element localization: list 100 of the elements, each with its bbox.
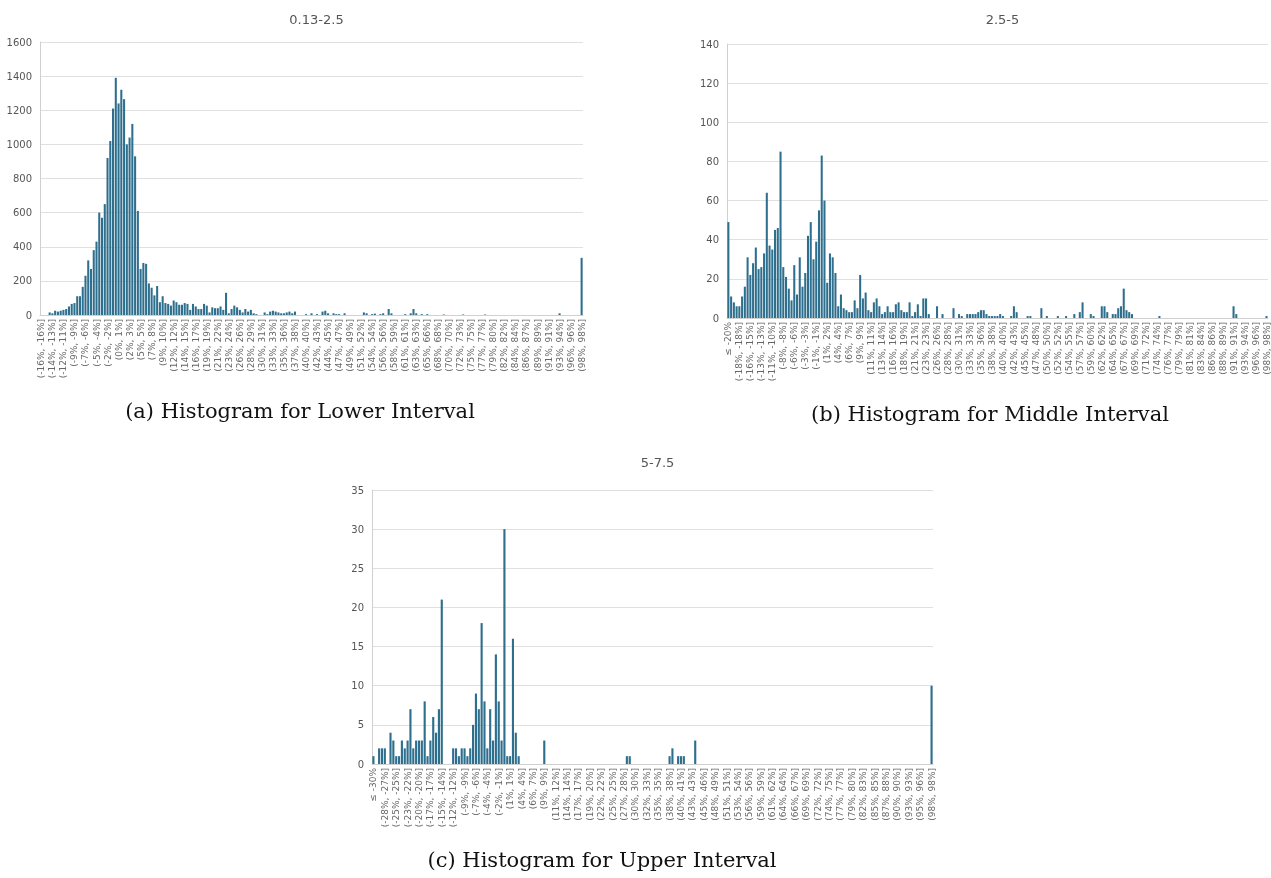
x-tick-label: (72%, 72%] [812,768,823,821]
x-tick-label: (90%, 90%] [892,768,903,821]
x-tick-label: (53%, 54%] [732,768,743,821]
bar [440,599,443,764]
bar [197,309,200,315]
bar [1103,306,1106,318]
bar [219,306,222,315]
bar [886,306,889,318]
bar [897,302,900,318]
x-tick-label: (88%, 89%] [1217,322,1228,375]
x-tick-label: (45%, 45%] [1019,322,1030,375]
x-tick-label: (51%, 51%] [721,768,732,821]
x-tick-label: (-28%, -27%] [379,768,390,828]
y-tick-label: 10 [351,680,364,692]
x-tick-label: (79%, 80%] [846,768,857,821]
bar [474,693,478,764]
x-tick-label: (86%, 86%] [1206,322,1217,375]
x-tick-label: (56%, 56%] [744,768,755,821]
bar [463,748,466,764]
x-tick-label: (85%, 85%] [869,768,880,821]
x-tick-label: (25%, 25%] [607,768,618,821]
bar [925,298,928,318]
x-tick-label: (69%, 69%] [1129,322,1140,375]
x-tick-label: (62%, 62%] [1096,322,1107,375]
bar [175,302,178,315]
bar [831,257,834,318]
x-tick-label: (-3%, -3%] [800,322,811,370]
bar [894,304,897,318]
x-tick-label: (11%, 11%] [866,322,877,375]
x-tick-label: (87%, 88%] [881,768,892,821]
bar [735,306,738,318]
x-tick-label: (93%, 94%] [554,319,565,372]
x-tick-label: (2%, 3%] [124,319,135,361]
bar [389,732,392,764]
y-tick-label: 140 [699,38,719,50]
bar [793,265,796,318]
bar [930,685,933,764]
x-tick-label: (68%, 68%] [433,319,444,372]
y-tick-label: 0 [25,309,32,321]
y-tick-label: 15 [351,641,364,653]
x-tick-label: (22%, 22%] [596,768,607,821]
bar [875,298,878,318]
x-tick-label: (57%, 57%] [1074,322,1085,375]
bar [839,294,842,318]
x-tick-label: (16%, 16%] [888,322,899,375]
x-tick-label: (23%, 23%] [921,322,932,375]
x-tick-label: (26%, 26%] [932,322,943,375]
x-tick-label: (74%, 75%] [824,768,835,821]
x-tick-label: (77%, 77%] [477,319,488,372]
x-tick-label: (-14%, -13%] [47,319,58,379]
x-tick-label: (19%, 20%] [584,768,595,821]
x-tick-label: ≤ -30% [368,767,379,802]
y-tick-label: 0 [357,758,364,770]
x-tick-label: (95%, 96%] [915,768,926,821]
x-tick-label: (40%, 40%] [300,319,311,372]
x-tick-label: (63%, 63%] [411,319,422,372]
x-tick-label: (58%, 59%] [389,319,400,372]
x-tick-label: (6%, 7%] [844,322,855,364]
x-tick-label: (-23%, -22%] [402,768,413,828]
bar [864,292,867,318]
x-tick-label: (69%, 69%] [801,768,812,821]
x-tick-label: (-7%, -6%] [470,768,481,816]
x-tick-label: (89%, 89%] [532,319,543,372]
bar [968,314,972,318]
bar [70,303,73,315]
x-tick-label: (43%, 43%] [687,768,698,821]
y-tick-label: 1600 [6,36,32,48]
bar [974,314,977,318]
bar [779,151,782,318]
x-tick-label: (-20%, -20%] [413,768,424,828]
text: (b) Histogram for Middle Interval [811,401,1170,426]
x-tick-label: (91%, 91%] [543,319,554,372]
x-tick-label: (27%, 28%] [619,768,630,821]
x-tick-label: (-12%, -12%] [448,768,459,828]
x-tick-label: (21%, 21%] [910,322,921,375]
x-tick-label: (1%, 1%] [505,768,516,810]
x-tick-label: (35%, 36%] [975,322,986,375]
y-tick-label: 60 [706,195,719,207]
y-tick-label: 1000 [6,138,32,150]
y-tick-label: 1400 [6,70,32,82]
x-tick-label: (76%, 77%] [1162,322,1173,375]
y-tick-label: 35 [351,484,364,496]
y-tick-label: 5 [357,719,364,731]
x-tick-label: (42%, 43%] [1008,322,1019,375]
bar [216,308,219,315]
x-tick-label: (0%, 1%] [113,319,124,361]
x-tick-label: (13%, 14%] [877,322,888,375]
bar [400,740,403,764]
bar [378,748,381,764]
x-tick-label: (14%, 15%] [179,319,190,372]
bar [936,306,939,318]
x-tick-label: (40%, 41%] [675,768,686,821]
bar [765,192,768,318]
bar [746,257,749,318]
bar [1012,306,1015,318]
bar [952,308,955,318]
x-tick-label: (11%, 12%] [550,768,561,821]
bar [1232,306,1235,318]
y-tick-label: 120 [699,77,719,89]
bar [1117,308,1120,318]
